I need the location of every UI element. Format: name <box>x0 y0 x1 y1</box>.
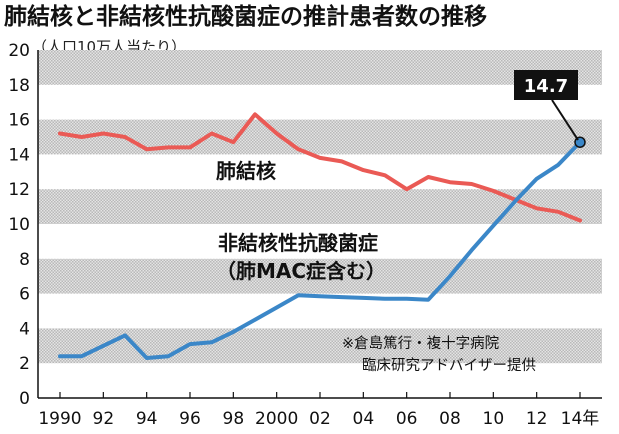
callout-value: 14.7 <box>524 76 568 97</box>
series-label-ntm: 非結核性抗酸菌症 <box>218 231 378 255</box>
x-tick-label: 08 <box>439 409 461 429</box>
series-line-tuberculosis <box>58 112 582 223</box>
grid-band <box>38 119 602 155</box>
series-label-tuberculosis: 肺結核 <box>216 159 276 183</box>
grid-band <box>38 328 602 364</box>
series-line-ntm <box>58 140 582 360</box>
x-tick-label: 14年 <box>561 409 600 429</box>
y-tick-label: 14 <box>8 145 30 165</box>
callout-leader <box>551 99 579 141</box>
y-tick-label: 6 <box>19 285 30 305</box>
x-tick-label: 96 <box>179 409 201 429</box>
x-tick-label: 1990 <box>38 409 81 429</box>
grid-band <box>38 258 602 294</box>
y-tick-label: 20 <box>8 41 30 61</box>
credit-line-1: ※倉島篤行・複十字病院 <box>342 334 500 352</box>
value-callout: 14.7 <box>514 70 579 141</box>
y-tick-label: 16 <box>8 111 30 131</box>
grid-band <box>38 189 602 224</box>
y-tick-label: 18 <box>8 76 30 96</box>
x-tick-label: 12 <box>526 409 548 429</box>
callout-box <box>514 70 578 100</box>
y-tick-label: 2 <box>19 354 30 374</box>
x-tick-label: 94 <box>136 409 158 429</box>
x-tick-label: 92 <box>93 409 115 429</box>
x-tick-label: 10 <box>483 409 505 429</box>
chart-title: 肺結核と非結核性抗酸菌症の推計患者数の推移 <box>4 3 487 30</box>
y-tick-label: 8 <box>19 250 30 270</box>
x-tick-label: 04 <box>353 409 375 429</box>
y-tick-label: 12 <box>8 180 30 200</box>
x-tick-label: 02 <box>309 409 331 429</box>
x-tick-label: 98 <box>223 409 245 429</box>
y-tick-label: 0 <box>19 389 30 409</box>
y-tick-label: 4 <box>19 319 30 339</box>
x-tick-label: 06 <box>396 409 418 429</box>
y-tick-label: 10 <box>8 215 30 235</box>
series-group <box>58 112 586 360</box>
series-label-ntm-sub: （肺MAC症含む） <box>216 259 386 283</box>
x-axis-ticks: 1990 92 94 96 98 2000 02 04 06 08 10 12 14年 <box>38 392 599 429</box>
grid-band <box>38 50 602 85</box>
x-tick-label: 2000 <box>255 409 298 429</box>
y-axis-ticks: 0 2 4 6 8 10 12 14 16 18 20 <box>8 41 30 409</box>
credit-line-2: 臨床研究アドバイザー提供 <box>362 357 536 374</box>
